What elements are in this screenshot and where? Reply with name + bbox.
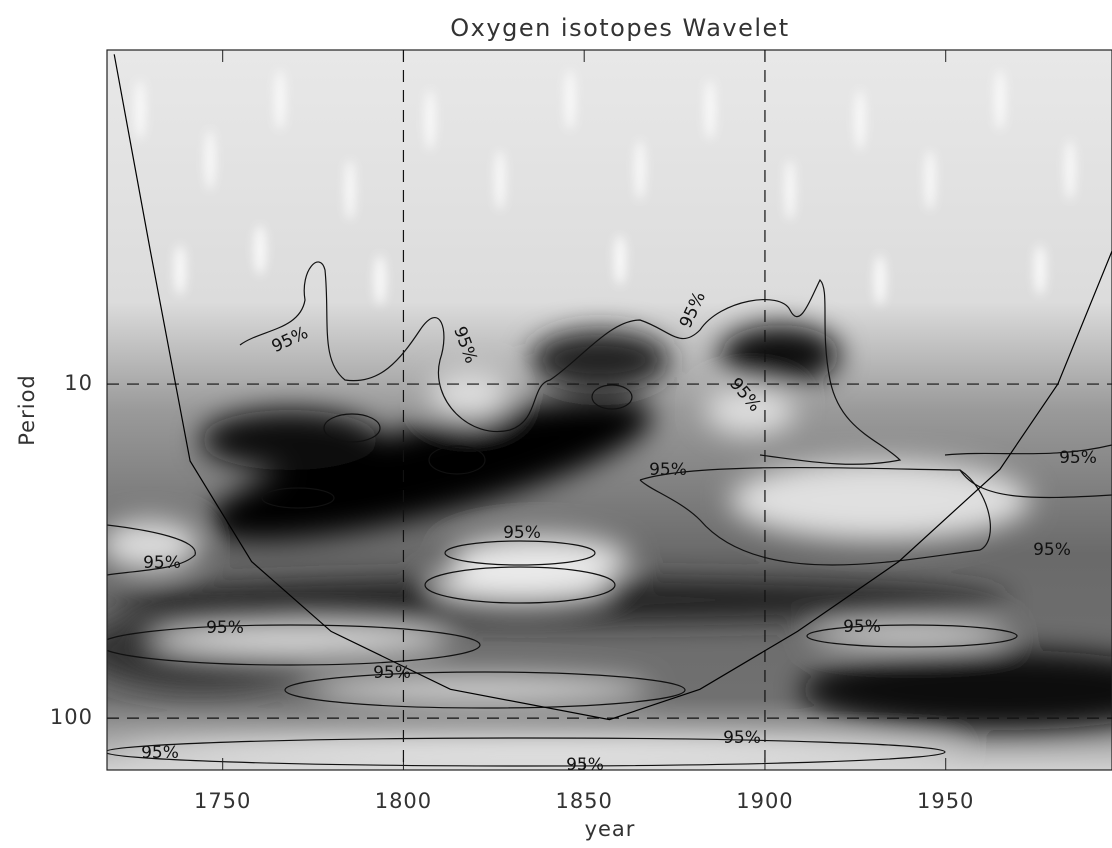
contour-label: 95% [373,663,411,683]
contour-label: 95% [503,523,541,543]
x-axis-label: year [585,817,636,841]
contour-label: 95% [723,728,761,748]
y-tick-label: 100 [50,705,93,729]
contour-label: 95% [1033,540,1071,560]
x-tick-label: 1950 [917,789,974,813]
x-tick-label: 1900 [736,789,793,813]
y-tick-label: 10 [64,371,93,395]
power-shading [107,50,1112,770]
contours [107,261,1112,767]
chart-title: Oxygen isotopes Wavelet [450,14,789,42]
cone-of-influence [113,54,1112,721]
contour-label: 95% [843,617,881,637]
contour-label: 95% [141,743,179,763]
contour-label: 95% [1059,448,1097,468]
x-tick-label: 1800 [375,789,432,813]
contour-label: 95% [649,460,687,480]
y-axis-label: Period [15,374,39,445]
contour-label: 95% [566,755,604,775]
contour-label: 95% [206,618,244,638]
x-tick-label: 1750 [194,789,251,813]
x-tick-label: 1850 [555,789,612,813]
contour-label: 95% [143,553,181,573]
plot-frame [106,49,1112,771]
